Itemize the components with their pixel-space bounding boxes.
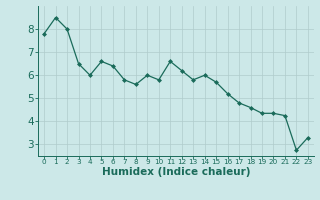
X-axis label: Humidex (Indice chaleur): Humidex (Indice chaleur): [102, 167, 250, 177]
